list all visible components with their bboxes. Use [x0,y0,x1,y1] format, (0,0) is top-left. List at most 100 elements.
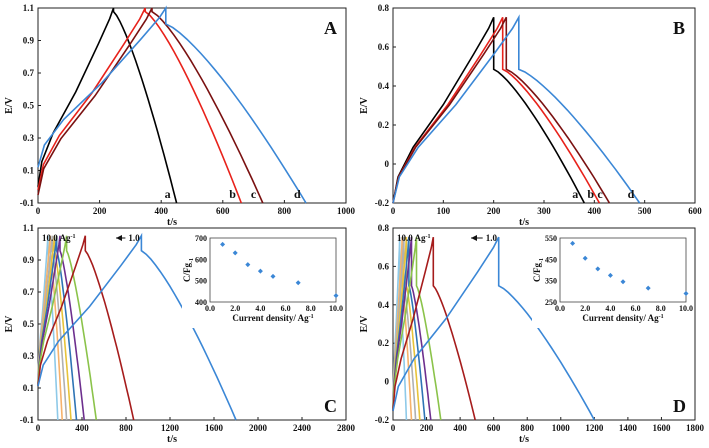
x-tick-label: 600 [487,423,501,433]
series-curve [392,16,611,204]
x-tick-label: 0 [36,423,41,433]
inset-data-point [220,241,226,247]
curve-end-label: a [572,187,578,201]
inset-background [182,232,342,328]
y-axis-label: E/V [4,315,15,332]
x-tick-label: 2800 [337,423,356,433]
y-axis-label: E/V [359,315,370,332]
y-tick-label: 0.7 [23,287,35,297]
inset-data-point [570,240,576,246]
inset-x-tick-label: 0.0 [205,304,215,313]
inset-data-point [232,250,238,256]
inset-x-label-sup: -1 [659,314,664,320]
y-tick-label: 0.3 [23,133,35,143]
y-tick-label: 0.4 [378,300,390,310]
series-curve [37,7,178,204]
panel-letter: C [324,396,337,416]
series-curve [37,5,307,204]
x-tick-label: 0 [391,423,396,433]
x-tick-label: 400 [588,206,602,216]
y-tick-label: 0.6 [378,42,390,52]
inset-x-label: Current density/ Ag-1 [582,313,663,323]
panel-d: 0 200 400 600 800 1000 1200 1400 1600 1800-0.200.… [359,223,705,445]
y-tick-label: 0 [385,377,390,387]
inset-x-tick-label: 10.0 [329,304,343,313]
y-tick-label: 0.7 [23,68,35,78]
x-tick-label: 200 [420,423,434,433]
curve-end-label: c [597,187,603,201]
y-tick-label: 0.4 [378,81,390,91]
panel-letter: A [324,18,337,38]
y-tick-label: 0.1 [23,166,35,176]
series-curve [37,232,237,421]
curve-end-label: c [251,187,257,201]
inset-chart: 0.0 2.0 4.0 6.0 8.0 10.0 250 350 450 550 Current d… [532,232,693,328]
curve-end-label: b [587,187,594,201]
series-curve [37,7,264,204]
inset-data-point [257,268,263,274]
inset-data-point [595,266,601,272]
x-tick-label: 1800 [686,423,705,433]
inset-data-point [645,285,651,291]
x-tick-label: 1600 [652,423,671,433]
inset-data-point [620,279,626,285]
x-tick-label: 1600 [205,423,224,433]
y-tick-label: 0.6 [378,261,390,271]
series-curve [37,235,135,421]
inset-x-tick-label: 8.0 [306,304,316,313]
x-tick-label: 100 [437,206,451,216]
series-curve [392,16,601,204]
annotation-high: 10.0 Ag-1 [42,233,76,243]
series-curve [37,235,72,421]
series-curve [392,237,417,421]
x-axis-label: t/s [519,434,529,445]
y-tick-label: -0.1 [20,415,35,425]
curve-end-label: d [294,187,301,201]
y-tick-label: 0.8 [378,223,390,233]
y-tick-label: 0.3 [23,351,35,361]
x-tick-label: 400 [75,423,89,433]
y-tick-label: 0.5 [23,101,35,111]
series-curve [392,237,421,421]
y-tick-label: 0.2 [378,338,390,348]
x-tick-label: 600 [216,206,230,216]
x-tick-label: 2000 [249,423,268,433]
panel-letter: B [673,18,685,38]
x-axis-label: t/s [167,434,177,445]
y-tick-label: 0.1 [23,383,35,393]
series-curve [392,237,432,421]
inset-x-tick-label: 4.0 [605,304,615,313]
inset-y-label: C/Fg-1 [182,258,195,282]
x-tick-label: 800 [119,423,133,433]
x-tick-label: 600 [688,206,702,216]
y-tick-label: -0.1 [20,198,35,208]
inset-y-tick-label: 500 [195,277,207,286]
x-tick-label: 0 [36,206,41,216]
inset-y-tick-label: 700 [195,234,207,243]
inset-x-tick-label: 8.0 [656,304,666,313]
inset-data-point [245,262,251,268]
inset-y-label-sup: -1 [539,258,545,263]
panel-letter: D [673,396,686,416]
inset-chart: 0.0 2.0 4.0 6.0 8.0 10.0 400 500 600 700 Current d… [182,232,343,328]
inset-data-point [582,255,588,261]
x-axis-label: t/s [167,217,177,228]
x-tick-label: 400 [154,206,168,216]
x-tick-label: 800 [520,423,534,433]
x-tick-label: 1000 [337,206,356,216]
inset-x-tick-label: 6.0 [631,304,641,313]
series-curve [37,235,78,421]
y-axis-label: E/V [359,96,370,113]
series-curve [392,14,641,204]
x-tick-label: 800 [278,206,292,216]
curve-end-label: a [165,187,171,201]
annotation-high: 10.0 Ag-1 [397,233,431,243]
y-tick-label: -0.2 [375,198,390,208]
inset-y-tick-label: 600 [195,255,207,264]
inset-data-point [295,280,301,286]
y-tick-label: 0.5 [23,319,35,329]
inset-data-point [607,272,613,278]
plot-frame [37,7,347,204]
series-curve [37,235,68,421]
